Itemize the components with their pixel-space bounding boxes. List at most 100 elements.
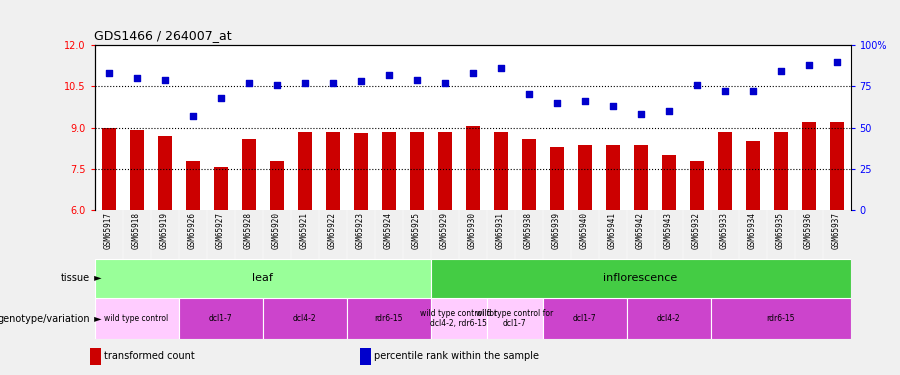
Point xyxy=(745,88,760,94)
Point xyxy=(354,78,368,84)
Bar xyxy=(410,132,424,210)
Bar xyxy=(634,146,647,210)
Text: rdr6-15: rdr6-15 xyxy=(374,314,403,323)
Bar xyxy=(241,138,256,210)
Bar xyxy=(578,146,591,210)
Text: GSM65931: GSM65931 xyxy=(496,212,505,249)
Point xyxy=(325,80,339,86)
Text: GSM65937: GSM65937 xyxy=(832,212,841,249)
Bar xyxy=(662,155,676,210)
Point xyxy=(102,70,116,76)
Point xyxy=(158,76,172,82)
Text: percentile rank within the sample: percentile rank within the sample xyxy=(374,351,538,361)
Bar xyxy=(90,348,101,365)
Text: GSM65927: GSM65927 xyxy=(216,212,225,249)
Text: GSM65934: GSM65934 xyxy=(748,212,757,249)
Bar xyxy=(94,298,178,339)
Bar xyxy=(213,167,228,210)
Bar xyxy=(689,160,704,210)
Text: wild type control for
dcl1-7: wild type control for dcl1-7 xyxy=(476,309,554,328)
Bar xyxy=(158,136,172,210)
Point xyxy=(606,103,620,109)
Point xyxy=(297,80,311,86)
Bar xyxy=(130,130,143,210)
Point xyxy=(410,76,424,82)
Bar xyxy=(830,122,843,210)
Text: GSM65917: GSM65917 xyxy=(104,212,113,249)
Point xyxy=(549,100,563,106)
Text: GSM65921: GSM65921 xyxy=(300,212,309,249)
Bar xyxy=(326,132,339,210)
Bar xyxy=(94,259,430,298)
Point xyxy=(634,111,648,117)
Text: dcl1-7: dcl1-7 xyxy=(572,314,597,323)
Text: ►: ► xyxy=(91,273,102,284)
Point xyxy=(773,68,788,74)
Point xyxy=(717,88,732,94)
Text: GDS1466 / 264007_at: GDS1466 / 264007_at xyxy=(94,30,232,42)
Bar xyxy=(382,132,395,210)
Point xyxy=(382,72,396,78)
Point xyxy=(521,92,535,98)
Text: dcl4-2: dcl4-2 xyxy=(292,314,316,323)
Bar xyxy=(346,298,430,339)
Text: inflorescence: inflorescence xyxy=(603,273,678,284)
Text: GSM65938: GSM65938 xyxy=(524,212,533,249)
Text: GSM65925: GSM65925 xyxy=(412,212,421,249)
Text: GSM65919: GSM65919 xyxy=(160,212,169,249)
Bar xyxy=(178,298,263,339)
Bar xyxy=(102,128,115,210)
Bar xyxy=(493,132,508,210)
Text: genotype/variation: genotype/variation xyxy=(0,314,90,324)
Bar xyxy=(298,132,311,210)
Text: GSM65923: GSM65923 xyxy=(356,212,365,249)
Point xyxy=(241,80,256,86)
Text: GSM65924: GSM65924 xyxy=(384,212,393,249)
Text: ►: ► xyxy=(91,314,102,324)
Bar xyxy=(185,160,200,210)
Text: GSM65926: GSM65926 xyxy=(188,212,197,249)
Text: GSM65939: GSM65939 xyxy=(552,212,561,249)
Point xyxy=(493,65,508,71)
Text: GSM65942: GSM65942 xyxy=(636,212,645,249)
Bar xyxy=(745,141,760,210)
Point xyxy=(269,82,284,88)
Text: leaf: leaf xyxy=(252,273,273,284)
Text: transformed count: transformed count xyxy=(104,351,194,361)
Point xyxy=(662,108,676,114)
Bar xyxy=(269,160,284,210)
Bar xyxy=(465,126,480,210)
Text: dcl1-7: dcl1-7 xyxy=(209,314,232,323)
Point xyxy=(465,70,480,76)
Point xyxy=(801,62,815,68)
Bar xyxy=(710,298,850,339)
Bar xyxy=(354,133,367,210)
Text: wild type control for
dcl4-2, rdr6-15: wild type control for dcl4-2, rdr6-15 xyxy=(420,309,497,328)
Text: GSM65936: GSM65936 xyxy=(804,212,813,249)
Bar xyxy=(430,298,487,339)
Text: GSM65922: GSM65922 xyxy=(328,212,337,249)
Point xyxy=(185,113,200,119)
Text: GSM65930: GSM65930 xyxy=(468,212,477,249)
Bar xyxy=(606,146,619,210)
Bar xyxy=(543,298,626,339)
Point xyxy=(437,80,452,86)
Text: GSM65933: GSM65933 xyxy=(720,212,729,249)
Text: GSM65943: GSM65943 xyxy=(664,212,673,249)
Point xyxy=(130,75,144,81)
Bar xyxy=(437,132,452,210)
Bar xyxy=(717,132,732,210)
Text: GSM65918: GSM65918 xyxy=(132,212,141,249)
Point xyxy=(829,58,843,64)
Bar xyxy=(550,147,563,210)
Text: GSM65920: GSM65920 xyxy=(272,212,281,249)
Bar xyxy=(360,348,371,365)
Point xyxy=(213,95,228,101)
Point xyxy=(577,98,591,104)
Bar xyxy=(773,132,788,210)
Bar xyxy=(626,298,710,339)
Bar xyxy=(263,298,347,339)
Text: tissue: tissue xyxy=(61,273,90,284)
Point xyxy=(689,82,704,88)
Text: GSM65929: GSM65929 xyxy=(440,212,449,249)
